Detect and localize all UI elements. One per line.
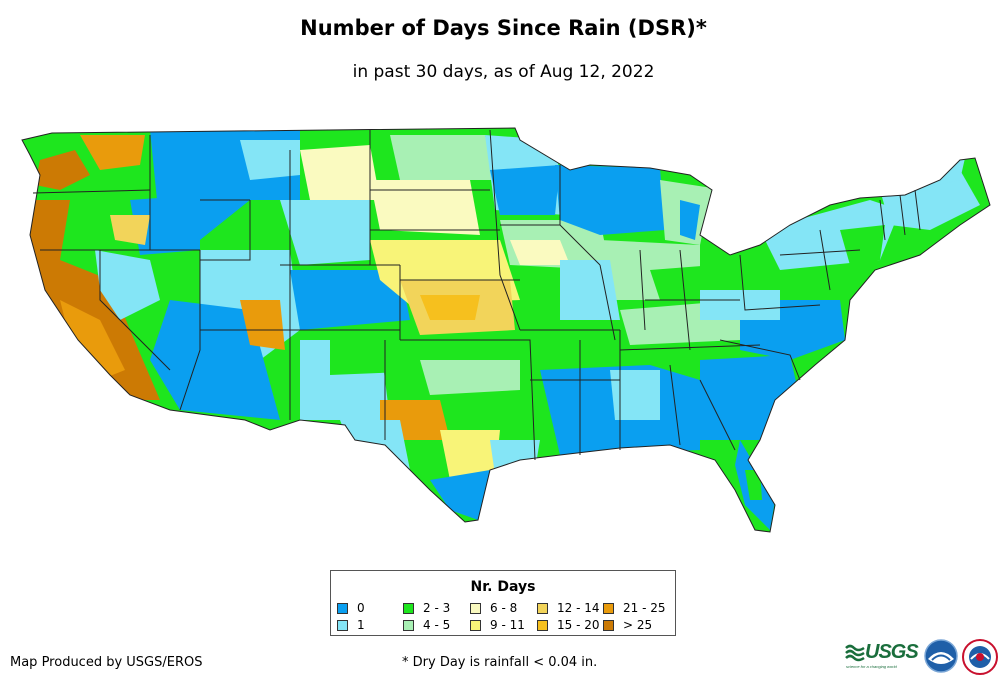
legend-swatch: [537, 619, 548, 631]
legend-label: 1: [357, 618, 365, 632]
nws-logo-icon: [962, 639, 998, 675]
usgs-wordmark: USGS: [865, 641, 919, 663]
legend-item-5: 9 - 11: [470, 618, 525, 632]
legend-item-6: 12 - 14: [537, 601, 600, 615]
legend-title: Nr. Days: [470, 579, 536, 595]
usgs-tagline: science for a changing world: [846, 664, 897, 669]
map-credit: Map Produced by USGS/EROS: [10, 655, 203, 670]
legend-label: 6 - 8: [490, 601, 518, 615]
legend-label: 15 - 20: [557, 618, 600, 632]
legend-item-2: 2 - 3: [403, 601, 450, 615]
legend-swatch: [603, 619, 614, 631]
legend-label: 21 - 25: [623, 601, 666, 615]
legend-item-3: 4 - 5: [403, 618, 450, 632]
legend-swatch: [603, 602, 614, 614]
legend-swatch: [470, 619, 481, 631]
legend-item-7: 15 - 20: [537, 618, 600, 632]
legend-item-1: 1: [337, 618, 365, 632]
legend-label: 9 - 11: [490, 618, 525, 632]
usgs-logo: USGS science for a changing world: [845, 641, 919, 669]
map-subtitle: in past 30 days, as of Aug 12, 2022: [352, 62, 655, 82]
legend-swatch: [537, 602, 548, 614]
legend-swatch: [470, 602, 481, 614]
legend-swatch: [337, 619, 348, 631]
legend-item-9: > 25: [603, 618, 652, 632]
legend-label: 0: [357, 601, 365, 615]
legend-label: 12 - 14: [557, 601, 600, 615]
legend-item-0: 0: [337, 601, 365, 615]
legend-swatch: [403, 619, 414, 631]
legend-swatch: [403, 602, 414, 614]
noaa-logo-icon: [924, 639, 958, 673]
usgs-wave-icon: [845, 644, 865, 662]
dry-day-note: * Dry Day is rainfall < 0.04 in.: [402, 655, 598, 670]
legend-item-8: 21 - 25: [603, 601, 666, 615]
legend-item-4: 6 - 8: [470, 601, 517, 615]
legend-label: 4 - 5: [423, 618, 451, 632]
legend-swatch: [337, 602, 348, 614]
legend-label: > 25: [623, 618, 653, 632]
map-legend: Nr. Days 0 1 2 - 3 4 - 5 6 - 8 9 - 11 12…: [330, 570, 676, 636]
map-title: Number of Days Since Rain (DSR)*: [300, 16, 707, 40]
legend-label: 2 - 3: [423, 601, 451, 615]
